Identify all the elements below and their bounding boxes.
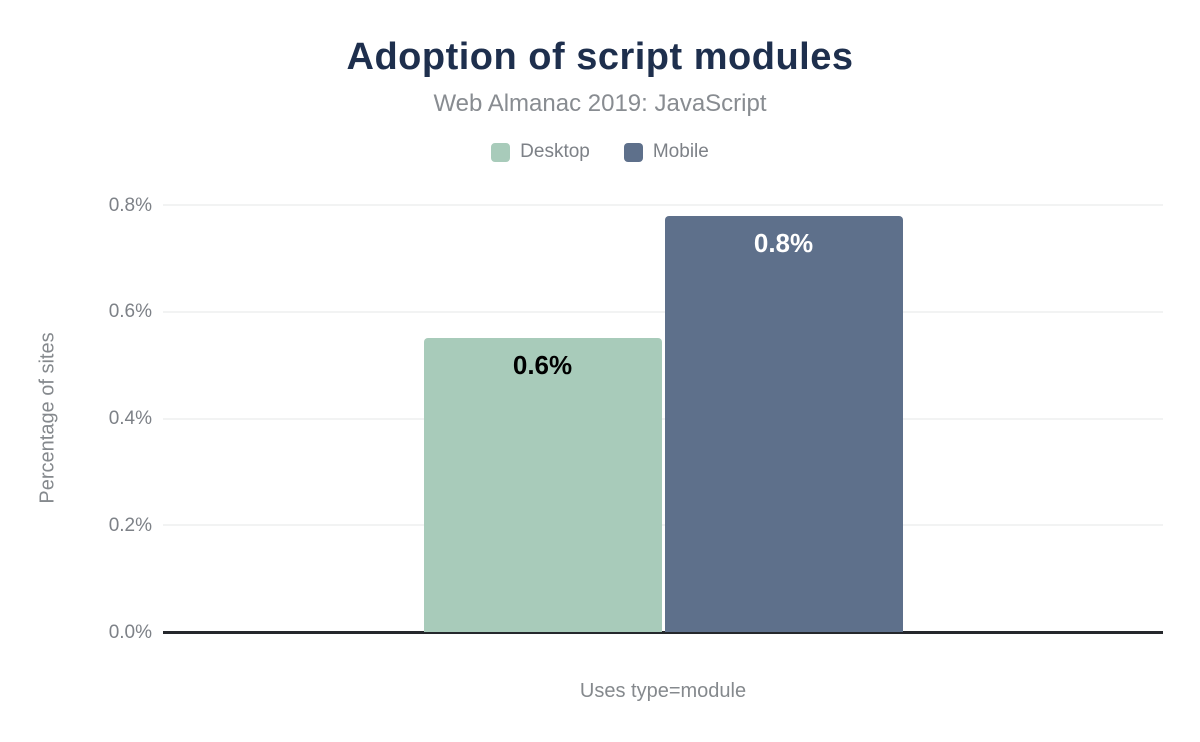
gridline [163,310,1163,313]
gridline [163,204,1163,206]
bar-value-label: 0.8% [753,227,814,258]
gridline [163,524,1163,527]
chart-title: Adoption of script modules [346,36,854,78]
legend-swatch [623,142,643,162]
y-tick-label: 0.4% [108,408,152,429]
y-tick-label: 0.0% [108,621,152,643]
x-axis-line [163,631,1163,634]
gridline [163,417,1163,420]
legend-swatch [491,142,511,162]
chart-subtitle: Web Almanac 2019: JavaScript [433,90,767,117]
bar-desktop: 0.6% [423,338,662,632]
legend-label: Mobile [652,141,709,162]
x-axis-label: Uses type=module [579,680,747,702]
legend-label: Desktop [520,141,590,162]
y-tick-label: 0.8% [108,194,152,216]
legend-item-mobile[interactable]: Mobile [623,141,709,163]
y-tick-label: 0.6% [108,301,152,323]
bar-mobile: 0.8% [664,215,903,632]
bar-value-label: 0.6% [512,350,573,381]
legend: Desktop Mobile [0,141,1200,163]
y-tick-label: 0.2% [108,514,152,536]
legend-item-desktop[interactable]: Desktop [491,141,590,163]
